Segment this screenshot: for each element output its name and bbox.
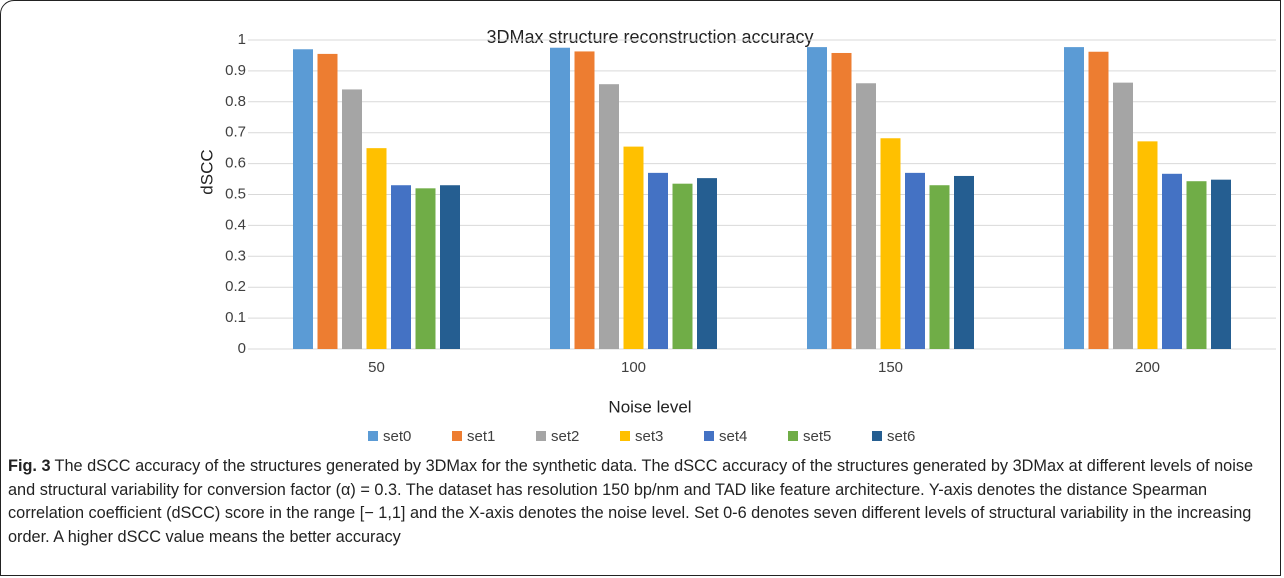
y-tick-label: 0.5 (225, 185, 246, 202)
legend-label: set1 (467, 428, 495, 445)
bar (1064, 47, 1084, 350)
legend-swatch (788, 431, 798, 441)
legend-label: set2 (551, 428, 579, 445)
legend-label: set5 (803, 428, 831, 445)
x-tick-label: 200 (1135, 359, 1160, 376)
bar (1088, 51, 1109, 349)
y-axis-label: dSCC (197, 149, 216, 194)
bar (366, 148, 387, 349)
y-tick-label: 0.3 (225, 247, 246, 264)
bar (293, 49, 313, 350)
y-tick-label: 0.8 (225, 93, 246, 110)
bar (1162, 173, 1182, 349)
bar (954, 175, 974, 349)
bar (1137, 141, 1158, 349)
bar (550, 47, 570, 349)
x-tick-label: 150 (878, 359, 903, 376)
legend-swatch (368, 431, 378, 441)
y-tick-label: 1 (238, 31, 246, 48)
x-axis-label: Noise level (608, 397, 691, 416)
y-tick-label: 0.9 (225, 62, 246, 79)
bar (697, 178, 717, 349)
bar (574, 51, 595, 350)
bar (905, 172, 925, 349)
y-tick-label: 0.1 (225, 309, 246, 326)
legend-label: set6 (887, 428, 915, 445)
bar (317, 53, 338, 349)
y-tick-label: 0.2 (225, 278, 246, 295)
bar (672, 183, 693, 349)
y-tick-label: 0 (238, 340, 246, 357)
bar (623, 146, 644, 349)
y-tick-label: 0.4 (225, 216, 246, 233)
y-tick-label: 0.7 (225, 124, 246, 141)
bar (929, 185, 950, 349)
legend-label: set4 (719, 428, 747, 445)
legend-swatch (872, 431, 882, 441)
bar (648, 172, 668, 349)
y-tick-label: 0.6 (225, 155, 246, 172)
bar (807, 47, 827, 350)
caption-label: Fig. 3 (8, 457, 51, 475)
legend-swatch (704, 431, 714, 441)
caption: Fig. 3 The dSCC accuracy of the structure… (8, 455, 1276, 549)
chart-title: 3DMax structure reconstruction accuracy (486, 27, 813, 47)
x-tick-label: 100 (621, 359, 646, 376)
legend-label: set0 (383, 428, 411, 445)
x-tick-label: 50 (368, 359, 385, 376)
bar (391, 185, 411, 349)
chart: 3DMax structure reconstruction accuracy … (197, 27, 1276, 445)
legend-swatch (452, 431, 462, 441)
bar (1113, 82, 1133, 349)
legend-swatch (620, 431, 630, 441)
bar (1211, 179, 1231, 349)
bar (856, 83, 876, 349)
bar (415, 188, 436, 349)
bar (440, 185, 460, 349)
bar (831, 52, 852, 350)
legend-swatch (536, 431, 546, 441)
caption-text: The dSCC accuracy of the structures gene… (8, 457, 1254, 546)
legend-label: set3 (635, 428, 663, 445)
bar (1186, 181, 1207, 349)
bar (599, 84, 619, 349)
bar (342, 89, 362, 349)
bar (880, 138, 901, 349)
